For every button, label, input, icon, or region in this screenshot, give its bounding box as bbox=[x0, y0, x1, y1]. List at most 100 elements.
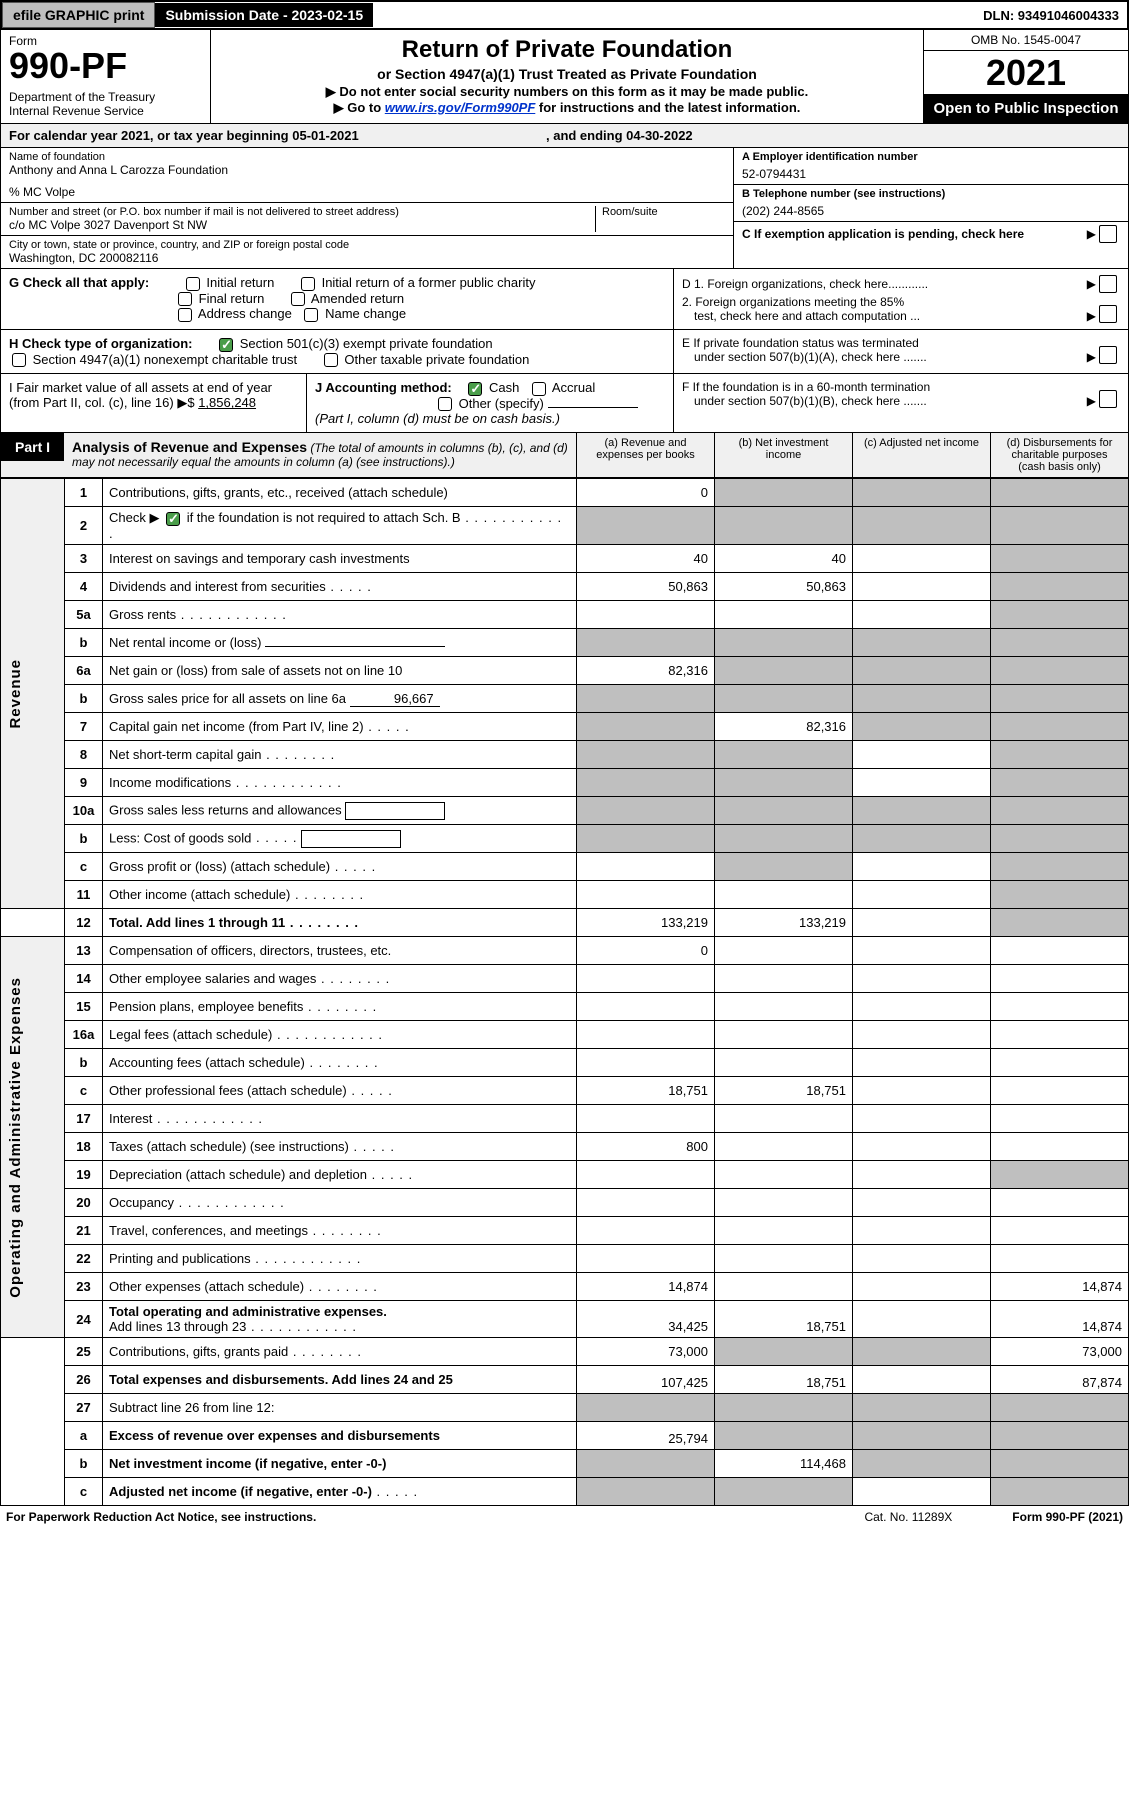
j-accrual-checkbox[interactable] bbox=[532, 382, 546, 396]
irs-link[interactable]: www.irs.gov/Form990PF bbox=[385, 100, 536, 115]
exemption-pending-checkbox[interactable] bbox=[1099, 225, 1117, 243]
table-row: 15 Pension plans, employee benefits bbox=[1, 993, 1129, 1021]
cal-pre: For calendar year 2021, or tax year begi… bbox=[9, 128, 292, 143]
r2-post: if the foundation is not required to att… bbox=[183, 510, 461, 525]
goto-prefix: ▶ Go to bbox=[334, 100, 385, 115]
row-num: 15 bbox=[65, 993, 103, 1021]
table-row: 2 Check ▶ if the foundation is not requi… bbox=[1, 507, 1129, 545]
g-address-change-checkbox[interactable] bbox=[178, 308, 192, 322]
table-row: a Excess of revenue over expenses and di… bbox=[1, 1422, 1129, 1450]
dept-treasury: Department of the Treasury Internal Reve… bbox=[9, 90, 202, 118]
foundation-name: Anthony and Anna L Carozza Foundation bbox=[9, 163, 725, 177]
table-row: 10a Gross sales less returns and allowan… bbox=[1, 797, 1129, 825]
f1-label: F If the foundation is in a 60-month ter… bbox=[682, 380, 930, 394]
j-note: (Part I, column (d) must be on cash basi… bbox=[315, 411, 560, 426]
arrow-icon: ▶ bbox=[1087, 227, 1096, 241]
i-value: 1,856,248 bbox=[198, 395, 256, 410]
table-row: 7 Capital gain net income (from Part IV,… bbox=[1, 713, 1129, 741]
h-501c3-checkbox[interactable] bbox=[219, 338, 233, 352]
h-other-taxable-checkbox[interactable] bbox=[324, 353, 338, 367]
row-num: 12 bbox=[65, 909, 103, 937]
j-other-checkbox[interactable] bbox=[438, 397, 452, 411]
table-row: b Less: Cost of goods sold bbox=[1, 825, 1129, 853]
row-val-a: 800 bbox=[577, 1133, 715, 1161]
row-val-b: 82,316 bbox=[715, 713, 853, 741]
revenue-sidebar: Revenue bbox=[7, 659, 24, 729]
table-row: 4 Dividends and interest from securities… bbox=[1, 573, 1129, 601]
r2-checkbox[interactable] bbox=[166, 512, 180, 526]
row-val-d bbox=[991, 479, 1129, 507]
row-num: 25 bbox=[65, 1338, 103, 1366]
r5b-field[interactable] bbox=[265, 646, 445, 647]
row-num: b bbox=[65, 1450, 103, 1478]
table-row: 21 Travel, conferences, and meetings bbox=[1, 1217, 1129, 1245]
row-label: Excess of revenue over expenses and disb… bbox=[103, 1422, 577, 1450]
table-row: b Net rental income or (loss) bbox=[1, 629, 1129, 657]
row-num: 9 bbox=[65, 769, 103, 797]
j-other: Other (specify) bbox=[459, 396, 544, 411]
row-val-a: 73,000 bbox=[577, 1338, 715, 1366]
e1-label: E If private foundation status was termi… bbox=[682, 336, 919, 350]
ein-label: A Employer identification number bbox=[742, 151, 1120, 163]
table-row: 18 Taxes (attach schedule) (see instruct… bbox=[1, 1133, 1129, 1161]
g-final-return-checkbox[interactable] bbox=[178, 292, 192, 306]
row-num: 19 bbox=[65, 1161, 103, 1189]
efile-print-button[interactable]: efile GRAPHIC print bbox=[2, 2, 155, 28]
table-row: 27 Subtract line 26 from line 12: bbox=[1, 1394, 1129, 1422]
row-val-a: 107,425 bbox=[577, 1366, 715, 1394]
open-public-badge: Open to Public Inspection bbox=[924, 94, 1128, 123]
e-checkbox[interactable] bbox=[1099, 346, 1117, 364]
row-label: Total. Add lines 1 through 11 bbox=[103, 909, 577, 937]
row-label: Less: Cost of goods sold bbox=[103, 825, 577, 853]
col-d-header: (d) Disbursements for charitable purpose… bbox=[990, 433, 1128, 477]
row-val-b: 50,863 bbox=[715, 573, 853, 601]
form-title: Return of Private Foundation bbox=[221, 36, 913, 64]
i-arrow: ▶$ bbox=[177, 395, 194, 410]
r10a-box[interactable] bbox=[345, 802, 445, 820]
r2-pre: Check ▶ bbox=[109, 510, 163, 525]
table-row: 14 Other employee salaries and wages bbox=[1, 965, 1129, 993]
g-initial-former-checkbox[interactable] bbox=[301, 277, 315, 291]
row-label: Interest on savings and temporary cash i… bbox=[103, 545, 577, 573]
g-amended: Amended return bbox=[311, 291, 404, 306]
j-other-field[interactable] bbox=[548, 407, 638, 408]
g-initial-return-checkbox[interactable] bbox=[186, 277, 200, 291]
row-label: Other income (attach schedule) bbox=[103, 881, 577, 909]
form-number: 990-PF bbox=[9, 48, 202, 84]
table-row: 26 Total expenses and disbursements. Add… bbox=[1, 1366, 1129, 1394]
g-name-change-checkbox[interactable] bbox=[304, 308, 318, 322]
h-4947-checkbox[interactable] bbox=[12, 353, 26, 367]
row-label: Depreciation (attach schedule) and deple… bbox=[103, 1161, 577, 1189]
table-row: 17 Interest bbox=[1, 1105, 1129, 1133]
g-initial-former: Initial return of a former public charit… bbox=[322, 275, 536, 290]
h-4947: Section 4947(a)(1) nonexempt charitable … bbox=[33, 352, 297, 367]
g-amended-checkbox[interactable] bbox=[291, 292, 305, 306]
table-row: 8 Net short-term capital gain bbox=[1, 741, 1129, 769]
row-num: 2 bbox=[65, 507, 103, 545]
row-label: Check ▶ if the foundation is not require… bbox=[103, 507, 577, 545]
f-checkbox[interactable] bbox=[1099, 390, 1117, 408]
row-label: Adjusted net income (if negative, enter … bbox=[103, 1478, 577, 1506]
instruction-ssn: ▶ Do not enter social security numbers o… bbox=[221, 84, 913, 100]
r10b-box[interactable] bbox=[301, 830, 401, 848]
cal-begin: 05-01-2021 bbox=[292, 128, 359, 143]
table-row: 5a Gross rents bbox=[1, 601, 1129, 629]
row-num: b bbox=[65, 825, 103, 853]
col-b-header: (b) Net investment income bbox=[714, 433, 852, 477]
d1-checkbox[interactable] bbox=[1099, 275, 1117, 293]
row-val-b: 133,219 bbox=[715, 909, 853, 937]
h-e-row: H Check type of organization: Section 50… bbox=[0, 330, 1129, 374]
table-row: 23 Other expenses (attach schedule) 14,8… bbox=[1, 1273, 1129, 1301]
row-num: 11 bbox=[65, 881, 103, 909]
row-num: 8 bbox=[65, 741, 103, 769]
j-cash-checkbox[interactable] bbox=[468, 382, 482, 396]
row-val-c bbox=[853, 479, 991, 507]
d2-checkbox[interactable] bbox=[1099, 305, 1117, 323]
row-label: Other employee salaries and wages bbox=[103, 965, 577, 993]
row-num: c bbox=[65, 1478, 103, 1506]
g-address-change: Address change bbox=[198, 306, 292, 321]
table-row: 20 Occupancy bbox=[1, 1189, 1129, 1217]
row-num: c bbox=[65, 1077, 103, 1105]
submission-date: Submission Date - 2023-02-15 bbox=[155, 3, 373, 27]
form-ref: Form 990-PF (2021) bbox=[1012, 1510, 1123, 1524]
